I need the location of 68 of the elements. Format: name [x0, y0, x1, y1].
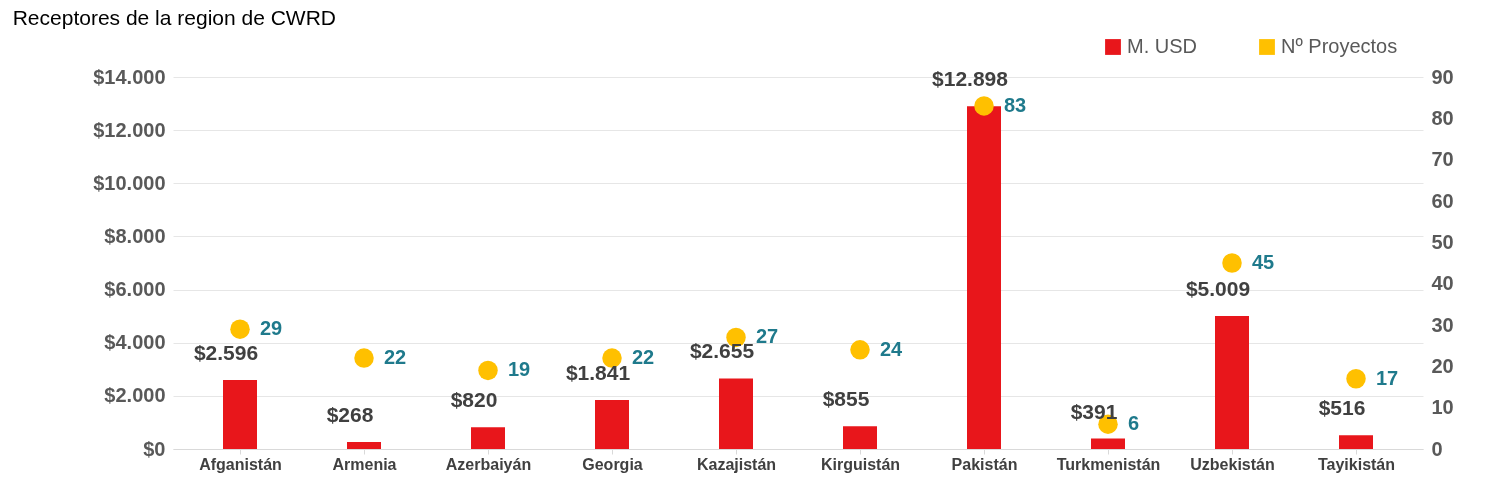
y2-tick-label: 20: [1431, 354, 1454, 377]
y-tick-label: $8.000: [104, 224, 166, 247]
x-tick-label: Azerbaiyán: [445, 455, 532, 473]
y2-tick-label: 90: [1431, 65, 1454, 88]
x-tick-label: Turkmenistán: [1056, 455, 1161, 473]
data-label: 45: [1252, 251, 1275, 273]
x-tick-label: Kazajistán: [696, 455, 777, 473]
x-tick-label: Georgia: [582, 455, 643, 473]
y2-tick-label: 10: [1431, 396, 1454, 419]
data-label: $2.596: [193, 341, 259, 365]
x-tick-label: Kirguistán: [820, 455, 901, 473]
y-tick-label: $10.000: [93, 171, 166, 194]
point: [230, 319, 250, 339]
data-label: 19: [508, 358, 531, 381]
y2-tick-label: 70: [1431, 148, 1454, 171]
y2-tick-label: 60: [1431, 189, 1454, 212]
y-tick-label: $0: [143, 437, 166, 460]
y2-tick-label: 0: [1431, 437, 1443, 460]
point: [1346, 369, 1366, 389]
y2-tick-label: 80: [1431, 106, 1454, 129]
bar: [843, 426, 877, 449]
data-label: 22: [384, 346, 407, 369]
x-tick-label: Afganistán: [199, 455, 282, 473]
data-label: $820: [450, 388, 498, 412]
bar: [595, 400, 629, 449]
data-label: $12.898: [932, 67, 1009, 91]
bar: [1215, 315, 1249, 449]
legend-label: Nº Proyectos: [1281, 35, 1398, 57]
bar: [1091, 438, 1125, 449]
y-tick-label: $14.000: [93, 65, 166, 88]
bar: [223, 380, 257, 449]
data-label: $1.841: [565, 361, 631, 385]
x-tick-label: Pakistán: [951, 455, 1018, 473]
x-tick-label: Uzbekistán: [1190, 455, 1275, 473]
bar: [471, 427, 505, 449]
data-label: 6: [1128, 412, 1140, 435]
data-label: $2.655: [689, 339, 755, 363]
x-tick-label: Tayikistán: [1317, 455, 1396, 473]
y2-tick-label: 30: [1431, 313, 1454, 336]
data-label: 83: [1004, 93, 1027, 116]
point: [1222, 253, 1242, 273]
data-label: $268: [326, 402, 374, 426]
data-label: 24: [880, 337, 904, 360]
legend-label: M. USD: [1127, 35, 1197, 57]
point: [850, 340, 870, 360]
bar: [719, 378, 753, 449]
y-tick-label: $6.000: [104, 278, 166, 301]
data-label: 22: [632, 346, 655, 369]
chart-title: Receptores de la region de CWRD: [12, 6, 337, 29]
bar: [347, 441, 381, 449]
y2-tick-label: 40: [1431, 272, 1454, 295]
data-label: 27: [756, 325, 779, 348]
bar: [1339, 435, 1373, 449]
data-label: $855: [822, 387, 870, 411]
data-label: $391: [1070, 399, 1118, 423]
data-label: 17: [1376, 366, 1399, 389]
y2-tick-label: 50: [1431, 230, 1454, 253]
point: [974, 96, 994, 116]
data-label: $516: [1318, 396, 1366, 420]
point: [478, 360, 498, 381]
data-label: $5.009: [1185, 276, 1251, 300]
bar: [967, 106, 1001, 449]
y-tick-label: $4.000: [104, 331, 166, 354]
y-tick-label: $12.000: [93, 118, 166, 141]
point: [354, 348, 374, 368]
data-label: 29: [260, 317, 283, 340]
y-tick-label: $2.000: [104, 384, 166, 407]
x-tick-label: Armenia: [332, 455, 397, 473]
